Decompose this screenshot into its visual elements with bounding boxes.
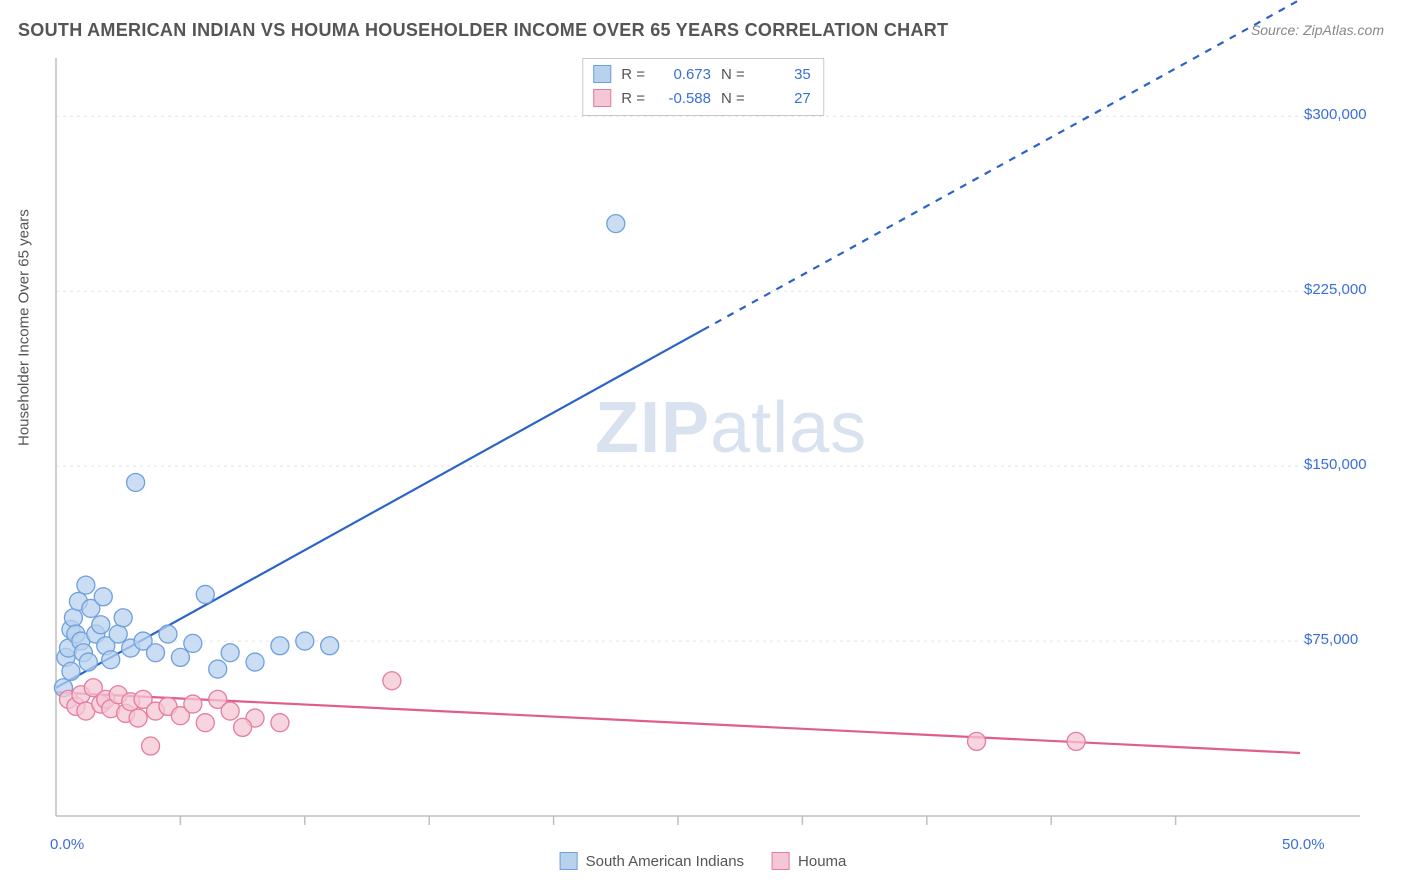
r-value-series-0: 0.673: [655, 66, 711, 83]
legend-label-series-0: South American Indians: [586, 853, 744, 870]
stats-row-series-1: R = -0.588 N = 27: [593, 86, 811, 110]
scatter-chart: [0, 0, 1406, 892]
swatch-series-0: [593, 65, 611, 83]
correlation-stats-box: R = 0.673 N = 35 R = -0.588 N = 27: [582, 58, 824, 116]
y-tick-label: $300,000: [1304, 106, 1367, 123]
n-value-series-0: 35: [755, 66, 811, 83]
legend-label-series-1: Houma: [798, 853, 846, 870]
r-label: R =: [621, 66, 645, 83]
y-tick-label: $75,000: [1304, 631, 1358, 648]
n-value-series-1: 27: [755, 90, 811, 107]
r-label: R =: [621, 90, 645, 107]
stats-row-series-0: R = 0.673 N = 35: [593, 62, 811, 86]
legend-item-series-1: Houma: [772, 852, 846, 870]
n-label: N =: [721, 66, 745, 83]
legend: South American Indians Houma: [560, 852, 847, 870]
n-label: N =: [721, 90, 745, 107]
x-tick-label: 0.0%: [50, 836, 84, 853]
y-tick-label: $225,000: [1304, 281, 1367, 298]
chart-container: SOUTH AMERICAN INDIAN VS HOUMA HOUSEHOLD…: [0, 0, 1406, 892]
y-tick-label: $150,000: [1304, 456, 1367, 473]
legend-swatch-series-1: [772, 852, 790, 870]
r-value-series-1: -0.588: [655, 90, 711, 107]
x-tick-label: 50.0%: [1282, 836, 1325, 853]
swatch-series-1: [593, 89, 611, 107]
legend-item-series-0: South American Indians: [560, 852, 744, 870]
legend-swatch-series-0: [560, 852, 578, 870]
